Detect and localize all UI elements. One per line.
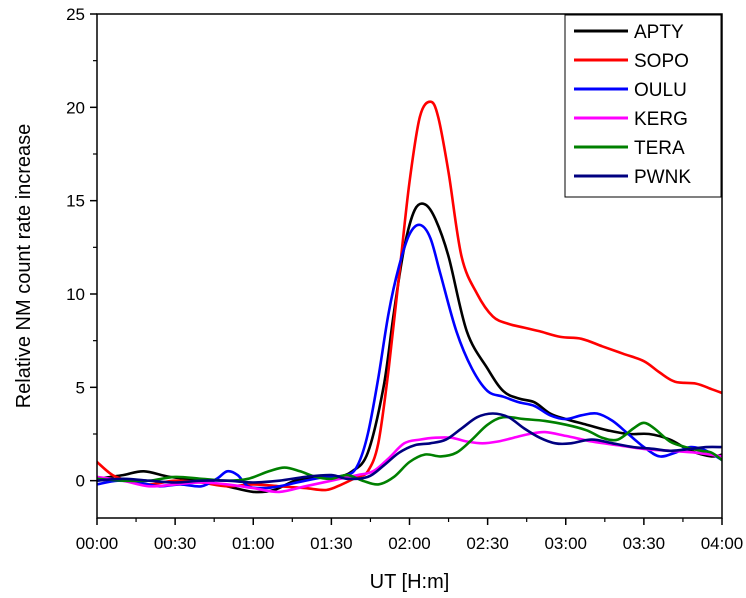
y-tick-label: 0	[76, 472, 85, 491]
x-tick-label: 01:30	[310, 534, 353, 553]
series-line-kerg	[97, 430, 722, 494]
x-tick-label: 03:00	[544, 534, 587, 553]
legend-label: KERG	[634, 109, 688, 130]
x-tick-label: 04:00	[701, 534, 744, 553]
x-tick-label: 02:00	[388, 534, 431, 553]
series-lines	[97, 100, 722, 494]
x-axis-ticks: 00:00 00:30 01:00 01:30 02:00 02:30 03:00 03:30…	[76, 518, 744, 553]
x-axis-title: UT [H:m]	[370, 571, 450, 593]
series-line-pwnk	[97, 412, 722, 484]
series-line-oulu	[97, 223, 722, 490]
x-tick-label: 00:00	[76, 534, 119, 553]
x-tick-label: 02:30	[466, 534, 509, 553]
legend-label: OULU	[634, 80, 687, 101]
y-tick-label: 25	[66, 5, 85, 24]
legend-label: PWNK	[634, 167, 691, 188]
y-axis-title: Relative NM count rate increase	[13, 124, 35, 409]
x-tick-label: 00:30	[154, 534, 197, 553]
y-tick-label: 15	[66, 192, 85, 211]
series-line-apty	[97, 202, 722, 494]
legend: APTY SOPO OULU KERG TERA PWNK	[564, 14, 722, 198]
legend-label: APTY	[634, 22, 684, 43]
legend-label: SOPO	[634, 51, 689, 72]
y-axis-ticks: 0 5 10 15 20 25	[66, 5, 97, 491]
x-tick-label: 03:30	[623, 534, 666, 553]
legend-label: TERA	[634, 138, 685, 159]
x-tick-label: 01:00	[232, 534, 275, 553]
y-tick-label: 5	[76, 378, 85, 397]
y-tick-label: 20	[66, 98, 85, 117]
y-tick-label: 10	[66, 285, 85, 304]
legend-box	[564, 14, 722, 198]
series-line-tera	[97, 415, 722, 486]
